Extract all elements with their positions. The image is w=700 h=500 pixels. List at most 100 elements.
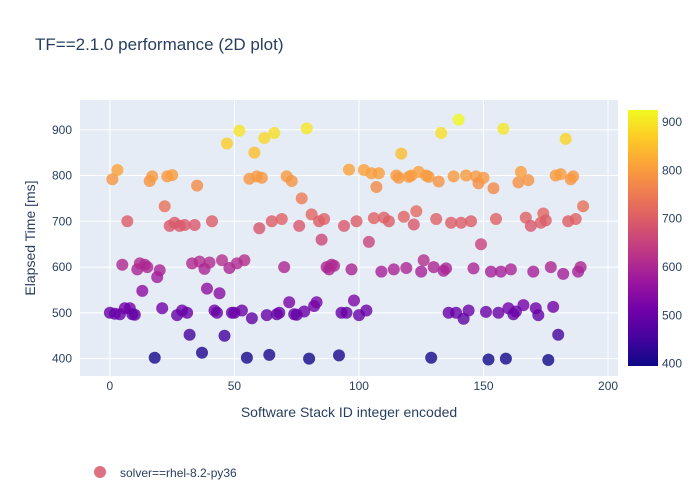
data-point [196, 346, 208, 359]
data-point [477, 171, 490, 184]
data-point [283, 296, 296, 309]
data-point [492, 306, 505, 319]
data-point [447, 170, 460, 183]
data-point [465, 215, 477, 228]
data-point [397, 210, 410, 223]
legend-entry: solver==rhel-8.2-py36 [120, 466, 237, 480]
x-tick-label: 100 [349, 379, 369, 393]
data-point [559, 132, 572, 145]
data-point [350, 215, 363, 228]
data-point [574, 261, 587, 274]
x-tick-labels: 0 50 100 150 200 [107, 379, 619, 393]
data-point [387, 263, 400, 276]
data-point [121, 215, 134, 228]
data-point [146, 170, 159, 183]
data-point [497, 122, 510, 135]
colorbar-tick-label: 600 [662, 260, 682, 274]
data-point [188, 219, 201, 231]
data-point [343, 163, 355, 176]
data-point [542, 354, 555, 366]
data-point [440, 262, 453, 275]
y-tick-label: 800 [52, 169, 72, 183]
data-point [156, 302, 169, 315]
data-point [362, 235, 375, 248]
data-point [499, 352, 512, 365]
y-tick-label: 500 [52, 306, 72, 320]
y-tick-label: 600 [52, 260, 72, 274]
data-point [407, 218, 420, 231]
data-point [532, 309, 545, 322]
colorbar-tick-label: 700 [662, 212, 682, 226]
data-point [240, 351, 253, 364]
data-point [293, 219, 306, 232]
data-point [278, 261, 291, 274]
data-point [183, 328, 196, 341]
data-point [504, 263, 517, 276]
data-point [425, 351, 438, 364]
colorbar-tick-label: 400 [662, 357, 682, 371]
data-point [517, 299, 530, 312]
colorbar-tick-label: 500 [662, 308, 682, 322]
data-point [245, 312, 258, 325]
y-tick-label: 700 [52, 214, 72, 228]
x-tick-label: 200 [598, 379, 618, 393]
data-point [191, 179, 204, 192]
data-point [467, 262, 480, 275]
data-point [557, 267, 570, 280]
data-point [367, 212, 380, 225]
data-point [275, 213, 288, 225]
data-point [265, 215, 278, 228]
data-point [340, 306, 353, 319]
data-point [253, 222, 266, 235]
legend-marker [94, 466, 106, 478]
data-point [273, 306, 286, 319]
data-point [460, 169, 473, 182]
data-point [345, 263, 358, 276]
x-tick-label: 50 [228, 379, 242, 393]
data-point [235, 304, 248, 317]
data-point [360, 304, 373, 317]
data-point [422, 170, 435, 183]
data-point [295, 192, 308, 205]
data-point [213, 287, 226, 300]
data-point [539, 214, 552, 227]
data-point [554, 168, 567, 181]
data-point [216, 254, 228, 267]
y-tick-label: 400 [52, 352, 72, 366]
data-point [298, 305, 311, 318]
data-point [263, 348, 276, 361]
data-point [512, 176, 525, 189]
data-point [395, 147, 408, 160]
data-point [455, 216, 468, 229]
data-point [328, 259, 341, 272]
data-point [485, 265, 497, 278]
data-point [427, 261, 440, 274]
data-point [544, 261, 557, 274]
y-axis-title: Elapsed Time [ms] [22, 180, 38, 295]
data-point [201, 282, 213, 295]
data-point [111, 164, 124, 176]
data-point [166, 169, 179, 182]
data-point [415, 265, 428, 278]
data-point [410, 205, 423, 218]
data-point [392, 171, 405, 184]
data-point [490, 213, 502, 225]
data-point [567, 170, 580, 183]
data-point [211, 306, 223, 319]
data-point [221, 137, 233, 150]
data-point [258, 132, 271, 144]
data-point [153, 264, 166, 277]
data-point [148, 351, 161, 364]
data-point [522, 174, 535, 187]
data-point [432, 175, 445, 188]
data-point [577, 200, 590, 213]
data-point [400, 262, 413, 274]
data-point [218, 329, 231, 342]
data-point [303, 352, 316, 365]
data-point [128, 308, 141, 321]
data-point [348, 294, 360, 307]
data-point [514, 165, 527, 178]
data-point [487, 182, 500, 195]
data-point [524, 219, 537, 232]
data-point [248, 146, 261, 159]
